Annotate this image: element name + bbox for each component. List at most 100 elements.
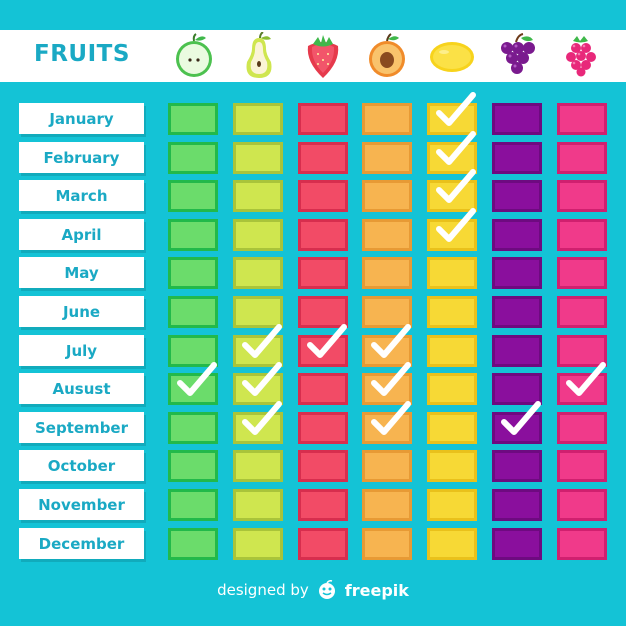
season-cell[interactable] <box>298 412 348 444</box>
season-cell[interactable] <box>362 373 412 405</box>
season-cell[interactable] <box>557 335 607 367</box>
season-cell[interactable] <box>427 219 477 251</box>
season-cell[interactable] <box>168 103 218 135</box>
freepik-logo-icon <box>318 580 335 599</box>
season-cell[interactable] <box>168 528 218 560</box>
season-cell[interactable] <box>298 103 348 135</box>
season-cell[interactable] <box>233 219 283 251</box>
season-cell[interactable] <box>233 412 283 444</box>
season-cell[interactable] <box>492 103 542 135</box>
season-cell[interactable] <box>168 373 218 405</box>
season-cell[interactable] <box>427 180 477 212</box>
season-cell[interactable] <box>362 296 412 328</box>
season-cell[interactable] <box>492 373 542 405</box>
season-cell[interactable] <box>362 142 412 174</box>
season-cell[interactable] <box>233 257 283 289</box>
season-cell[interactable] <box>362 219 412 251</box>
season-cell[interactable] <box>233 296 283 328</box>
season-cell[interactable] <box>168 180 218 212</box>
season-cell[interactable] <box>557 296 607 328</box>
season-cell[interactable] <box>427 450 477 482</box>
season-cell[interactable] <box>427 528 477 560</box>
peach-icon <box>369 33 405 77</box>
season-cell[interactable] <box>168 450 218 482</box>
season-cell[interactable] <box>233 528 283 560</box>
month-label: April <box>19 219 144 250</box>
season-cell[interactable] <box>492 257 542 289</box>
season-cell[interactable] <box>557 180 607 212</box>
season-cell[interactable] <box>427 335 477 367</box>
season-cell[interactable] <box>557 257 607 289</box>
season-cell[interactable] <box>362 489 412 521</box>
season-cell[interactable] <box>233 335 283 367</box>
season-cell[interactable] <box>168 219 218 251</box>
season-cell[interactable] <box>427 142 477 174</box>
season-cell[interactable] <box>362 103 412 135</box>
season-cell[interactable] <box>492 219 542 251</box>
header-bar: FRUITS <box>0 30 626 82</box>
season-cell[interactable] <box>233 103 283 135</box>
season-cell[interactable] <box>298 335 348 367</box>
season-cell[interactable] <box>362 450 412 482</box>
season-cell[interactable] <box>233 180 283 212</box>
season-cell[interactable] <box>557 489 607 521</box>
season-cell[interactable] <box>233 142 283 174</box>
season-cell[interactable] <box>492 528 542 560</box>
season-cell[interactable] <box>298 219 348 251</box>
season-cell[interactable] <box>168 142 218 174</box>
season-cell[interactable] <box>298 373 348 405</box>
season-cell[interactable] <box>427 103 477 135</box>
season-cell[interactable] <box>492 489 542 521</box>
season-cell[interactable] <box>427 257 477 289</box>
footer-text: designed by <box>217 581 309 599</box>
grapes-icon <box>501 33 535 74</box>
season-cell[interactable] <box>168 335 218 367</box>
season-cell[interactable] <box>298 296 348 328</box>
season-cell[interactable] <box>298 528 348 560</box>
season-cell[interactable] <box>362 180 412 212</box>
season-cell[interactable] <box>298 489 348 521</box>
season-cell[interactable] <box>557 528 607 560</box>
season-cell[interactable] <box>362 528 412 560</box>
season-cell[interactable] <box>492 335 542 367</box>
season-cell[interactable] <box>427 489 477 521</box>
season-cell[interactable] <box>492 296 542 328</box>
season-cell[interactable] <box>557 142 607 174</box>
month-label: January <box>19 103 144 134</box>
season-cell[interactable] <box>362 412 412 444</box>
season-cell[interactable] <box>168 412 218 444</box>
footer-credit: designed by freepik <box>0 578 626 602</box>
month-label: November <box>19 489 144 520</box>
month-label: October <box>19 450 144 481</box>
season-cell[interactable] <box>168 489 218 521</box>
footer-brand: freepik <box>344 580 409 600</box>
season-cell[interactable] <box>427 296 477 328</box>
season-cell[interactable] <box>492 142 542 174</box>
season-cell[interactable] <box>492 412 542 444</box>
season-cell[interactable] <box>362 257 412 289</box>
page-title: FRUITS <box>34 41 130 67</box>
month-label: Ausust <box>19 373 144 404</box>
season-cell[interactable] <box>492 180 542 212</box>
season-cell[interactable] <box>168 296 218 328</box>
season-cell[interactable] <box>557 103 607 135</box>
season-cell[interactable] <box>362 335 412 367</box>
season-cell[interactable] <box>557 373 607 405</box>
season-cell[interactable] <box>233 373 283 405</box>
month-label: September <box>19 412 144 443</box>
season-cell[interactable] <box>233 450 283 482</box>
season-cell[interactable] <box>427 373 477 405</box>
season-cell[interactable] <box>168 257 218 289</box>
season-cell[interactable] <box>492 450 542 482</box>
season-cell[interactable] <box>298 257 348 289</box>
season-cell[interactable] <box>557 219 607 251</box>
season-cell[interactable] <box>557 412 607 444</box>
season-cell[interactable] <box>233 489 283 521</box>
pear-icon <box>246 32 272 78</box>
season-cell[interactable] <box>298 450 348 482</box>
season-cell[interactable] <box>298 142 348 174</box>
apple-icon <box>176 33 212 77</box>
season-cell[interactable] <box>298 180 348 212</box>
season-cell[interactable] <box>427 412 477 444</box>
season-cell[interactable] <box>557 450 607 482</box>
